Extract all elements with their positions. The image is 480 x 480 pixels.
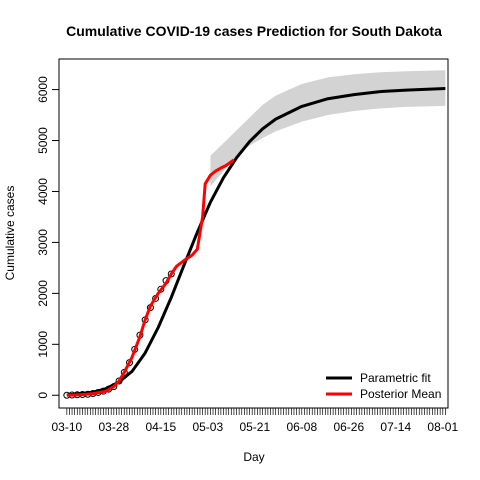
series-line-parametric-fit <box>66 87 446 397</box>
x-tick-label: 05-21 <box>239 420 270 434</box>
plot-area <box>63 70 446 399</box>
plot-frame <box>58 58 449 409</box>
x-tick-label: 08-01 <box>427 420 458 434</box>
x-tick-label: 06-26 <box>333 420 364 434</box>
prediction-band <box>210 70 446 187</box>
y-tick-label: 0 <box>36 392 50 399</box>
x-axis: 03-10 03-28 04-15 05-03 05-21 06-08 06-26 07-14… <box>51 407 458 434</box>
x-tick-label: 07-14 <box>380 420 411 434</box>
y-tick-label: 3000 <box>36 229 50 256</box>
y-tick-label: 6000 <box>36 76 50 103</box>
chart-title: Cumulative COVID-19 cases Prediction for… <box>66 23 442 39</box>
y-tick-label: 1000 <box>36 331 50 358</box>
x-tick-label: 03-28 <box>98 420 129 434</box>
y-axis-label: Cumulative cases <box>3 186 17 281</box>
x-tick-label: 04-15 <box>145 420 176 434</box>
legend: Parametric fit Posterior Mean <box>326 371 441 401</box>
x-tick-label: 03-10 <box>51 420 82 434</box>
series-line-posterior-mean <box>66 158 235 397</box>
x-axis-label: Day <box>243 450 264 464</box>
y-tick-label: 4000 <box>36 178 50 205</box>
x-tick-label: 05-03 <box>192 420 223 434</box>
y-tick-label: 2000 <box>36 280 50 307</box>
y-tick-label: 5000 <box>36 127 50 154</box>
y-axis: 0 1000 2000 3000 4000 5000 6000 <box>36 76 60 399</box>
legend-label: Posterior Mean <box>360 387 441 401</box>
legend-label: Parametric fit <box>360 371 431 385</box>
x-tick-label: 06-08 <box>286 420 317 434</box>
